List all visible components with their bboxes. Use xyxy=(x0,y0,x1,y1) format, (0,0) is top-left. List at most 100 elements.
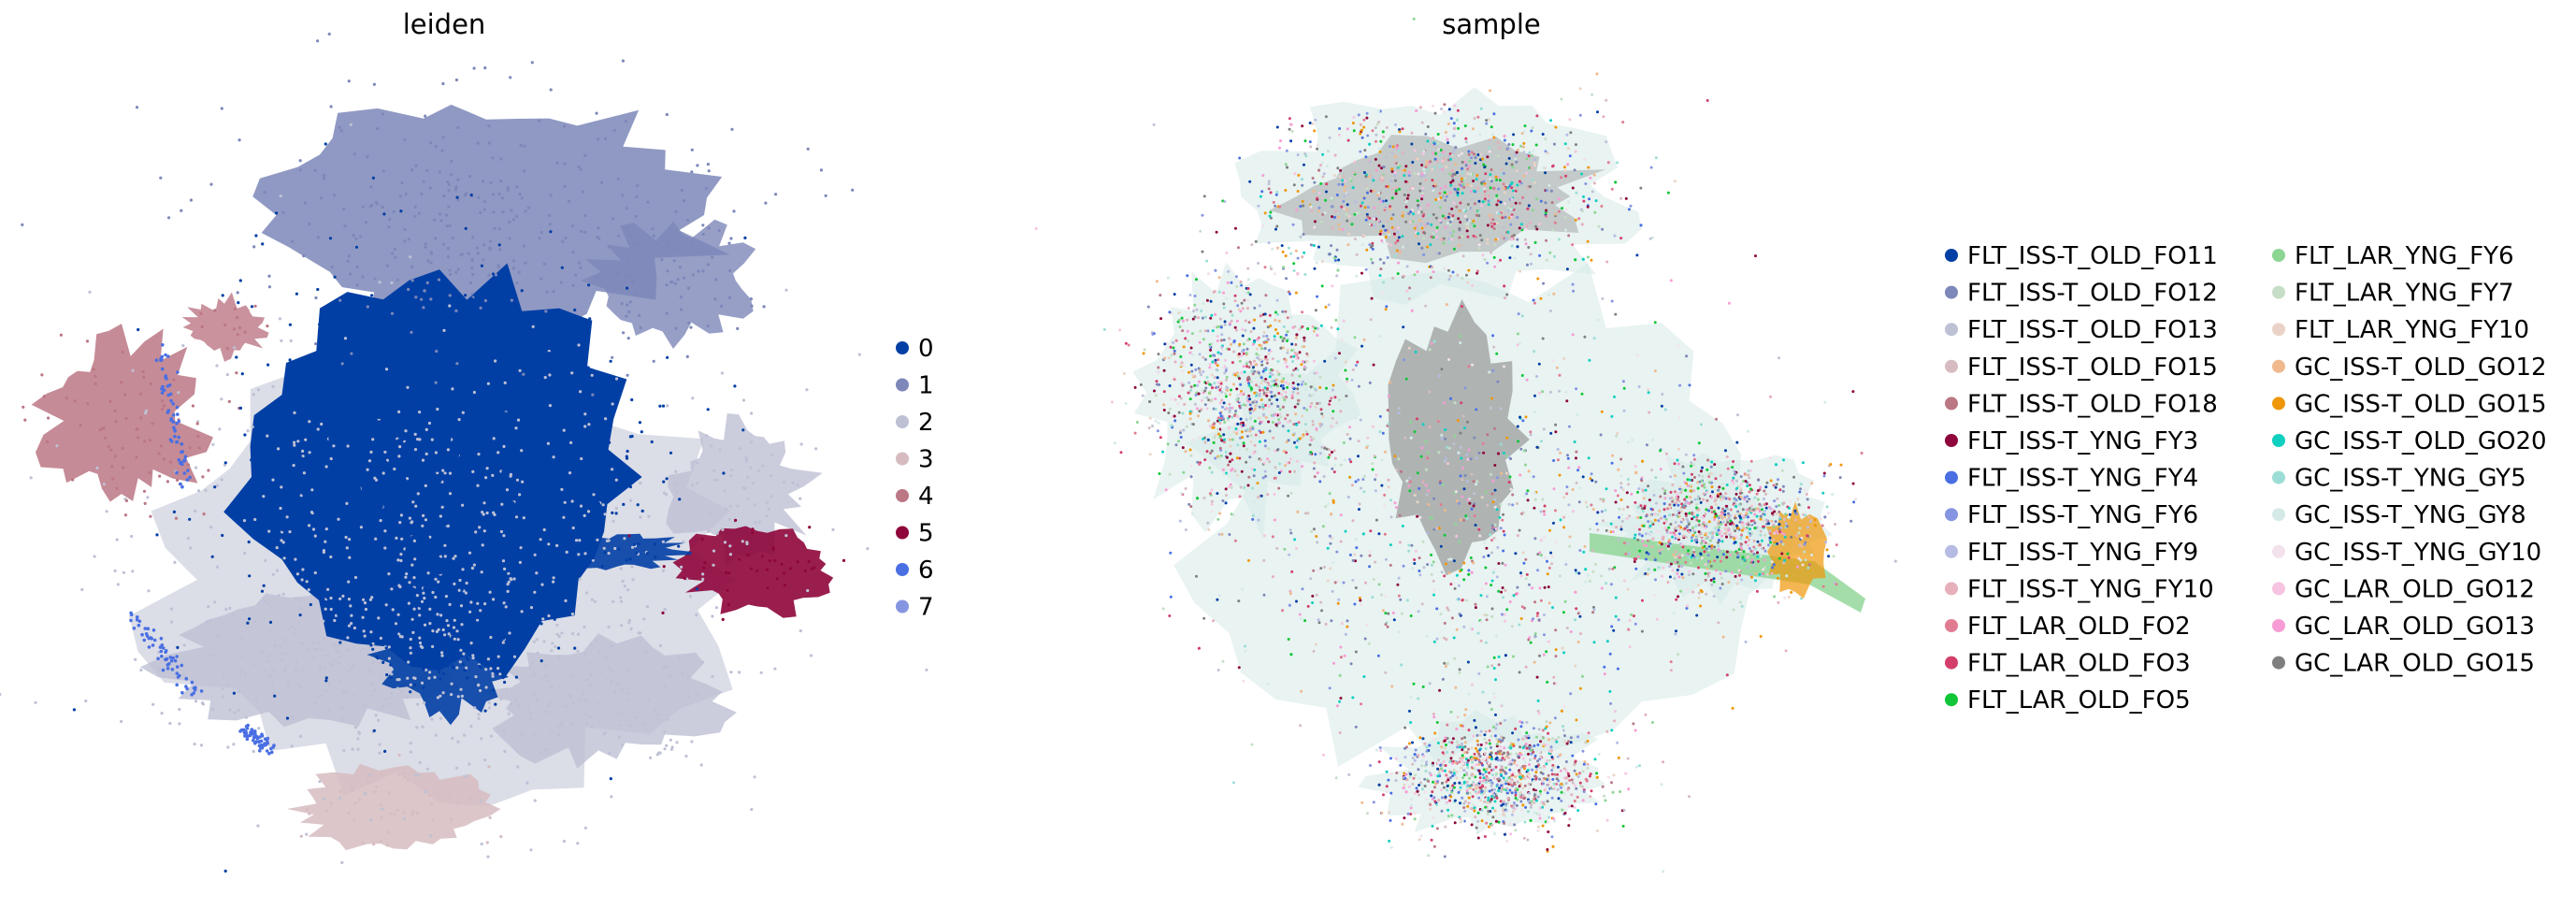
leiden-point xyxy=(520,412,524,416)
leiden-point xyxy=(175,683,179,687)
leiden-point xyxy=(295,510,299,513)
sample-point xyxy=(1449,583,1453,586)
sample-point xyxy=(1223,320,1227,324)
sample-point xyxy=(1461,254,1465,258)
leiden-point xyxy=(257,740,261,744)
leiden-point xyxy=(137,327,140,332)
sample-point xyxy=(1300,689,1303,693)
leiden-point xyxy=(707,529,711,534)
sample-point xyxy=(1369,189,1373,193)
leiden-point xyxy=(224,607,228,612)
sample-point xyxy=(1331,416,1334,420)
sample-point xyxy=(1619,525,1623,528)
leiden-point xyxy=(369,185,373,189)
leiden-point xyxy=(308,524,311,527)
leiden-point xyxy=(363,647,367,651)
leiden-point xyxy=(630,710,634,714)
sample-point xyxy=(1278,146,1281,150)
leiden-point xyxy=(677,657,681,660)
sample-point xyxy=(1765,572,1769,576)
sample-point xyxy=(1208,466,1212,469)
sample-point xyxy=(1753,488,1757,492)
sample-point xyxy=(1408,489,1412,493)
leiden-point xyxy=(352,818,356,822)
sample-point xyxy=(1314,309,1317,312)
sample-point xyxy=(1467,152,1471,156)
leiden-point xyxy=(129,618,133,623)
leiden-point xyxy=(359,626,363,629)
leiden-point xyxy=(263,742,266,745)
sample-point xyxy=(1384,155,1388,159)
sample-point xyxy=(1216,335,1219,338)
sample-point xyxy=(1503,191,1506,195)
leiden-point xyxy=(556,725,560,729)
leiden-point xyxy=(478,526,482,529)
sample-point xyxy=(1446,606,1449,610)
leiden-point xyxy=(329,573,333,577)
leiden-point xyxy=(628,485,633,489)
sample-point xyxy=(1347,772,1351,776)
leiden-point xyxy=(379,802,382,807)
sample-point xyxy=(1565,492,1569,496)
sample-point xyxy=(1476,115,1480,119)
leiden-point xyxy=(453,188,457,192)
leiden-point xyxy=(307,647,310,651)
sample-point xyxy=(1253,318,1257,322)
sample-point xyxy=(1705,592,1708,596)
leiden-point xyxy=(233,346,237,350)
sample-point xyxy=(1444,437,1447,440)
leiden-point xyxy=(330,397,334,400)
leiden-point xyxy=(496,266,501,269)
leiden-point xyxy=(456,453,460,457)
leiden-point xyxy=(383,450,387,455)
leiden-point xyxy=(765,568,770,571)
leiden-point xyxy=(428,607,432,612)
leiden-point xyxy=(338,125,341,129)
sample-point xyxy=(1430,794,1433,798)
sample-point xyxy=(1189,465,1193,468)
leiden-point xyxy=(314,342,318,346)
leiden-point xyxy=(303,201,308,205)
sample-point xyxy=(1676,555,1679,558)
leiden-point xyxy=(400,642,404,646)
leiden-point xyxy=(665,744,669,747)
leiden-point xyxy=(237,708,240,713)
leiden-point xyxy=(496,509,500,513)
sample-point xyxy=(1433,157,1437,161)
leiden-point xyxy=(621,59,626,63)
sample-point xyxy=(1771,566,1775,570)
sample-point xyxy=(1463,214,1467,218)
leiden-point xyxy=(809,654,813,657)
sample-point xyxy=(1705,99,1709,102)
leiden-point xyxy=(515,214,519,218)
sample-point xyxy=(1795,534,1799,537)
sample-point xyxy=(1414,748,1418,752)
leiden-point xyxy=(600,564,604,569)
leiden-point xyxy=(88,290,92,294)
sample-point xyxy=(1407,174,1411,178)
leiden-point xyxy=(425,427,428,431)
sample-point xyxy=(1572,510,1575,513)
leiden-point xyxy=(499,529,504,534)
sample-point xyxy=(1452,769,1456,772)
sample-point xyxy=(1619,527,1623,531)
leiden-point xyxy=(372,843,376,846)
leiden-point xyxy=(389,409,393,412)
leiden-point xyxy=(165,384,170,388)
sample-point xyxy=(1409,614,1413,617)
leiden-point xyxy=(434,237,438,240)
leiden-point xyxy=(22,405,25,409)
sample-point xyxy=(1461,170,1464,174)
leiden-point xyxy=(414,296,418,299)
sample-point xyxy=(1574,759,1577,763)
sample-point xyxy=(1501,216,1504,220)
leiden-point xyxy=(393,247,396,251)
leiden-point xyxy=(243,330,247,334)
leiden-point xyxy=(174,516,179,520)
sample-point xyxy=(1276,332,1280,335)
leiden-point xyxy=(631,578,635,582)
sample-point xyxy=(1571,282,1575,286)
leiden-point xyxy=(381,807,384,811)
sample-point xyxy=(1262,534,1266,538)
sample-point xyxy=(1452,559,1456,563)
